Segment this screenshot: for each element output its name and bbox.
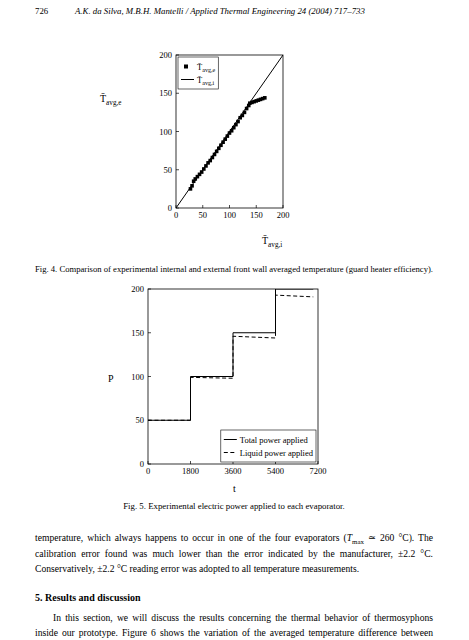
body-line: inside our prototype. Figure 6 shows the… xyxy=(35,627,433,638)
y-tick xyxy=(148,332,151,333)
legend-box xyxy=(178,57,218,89)
y-axis-label: T̄avg,e xyxy=(100,93,121,107)
legend: Total power applied Liquid power applied xyxy=(221,430,316,462)
text-run: inside our prototype. Figure 6 shows the… xyxy=(35,627,433,638)
text-run: temperature, which always happens to occ… xyxy=(35,532,347,544)
legend-swatch xyxy=(224,452,237,453)
page-number: 726 xyxy=(35,6,49,16)
x-tick xyxy=(283,205,284,208)
x-tick-label: 7200 xyxy=(310,466,327,476)
legend-swatch xyxy=(224,439,237,440)
body-line: In this section, we will discuss the res… xyxy=(53,612,433,623)
legend: T̄avg,eT̄avg,i xyxy=(178,57,218,89)
y-tick-label: 0 xyxy=(140,459,144,469)
x-tick-label: 1800 xyxy=(182,466,199,476)
x-axis-label: T̄avg,i xyxy=(262,235,282,249)
x-tick-label: 0 xyxy=(174,210,178,220)
text-run: calibration error found was much lower t… xyxy=(35,548,433,559)
legend-swatch xyxy=(181,79,194,80)
x-tick xyxy=(318,461,319,464)
plot-frame xyxy=(148,289,318,464)
figure-caption: Fig. 5. Experimental electric power appl… xyxy=(123,501,345,511)
y-tick-label: 200 xyxy=(159,50,172,60)
legend-label: Liquid power applied xyxy=(240,448,314,458)
x-tick xyxy=(190,461,191,464)
x-tick-label: 3600 xyxy=(225,466,242,476)
y-tick xyxy=(176,93,179,94)
legend-swatch xyxy=(184,65,188,69)
x-axis-label: t xyxy=(233,483,236,494)
plot-frame xyxy=(176,55,283,208)
body-line: temperature, which always happens to occ… xyxy=(35,532,433,545)
x-tick-label: 200 xyxy=(277,210,290,220)
y-tick-label: 150 xyxy=(159,88,172,98)
y-tick-label: 0 xyxy=(168,203,172,213)
series-line xyxy=(148,295,313,420)
chart: 050100150200050100150200T̄avg,iT̄avg,eT̄… xyxy=(100,50,289,249)
x-tick xyxy=(202,205,203,208)
x-tick xyxy=(148,461,149,464)
x-tick xyxy=(256,205,257,208)
y-tick-label: 50 xyxy=(136,415,145,425)
y-tick xyxy=(148,464,151,465)
x-tick-label: 0 xyxy=(146,466,150,476)
y-tick xyxy=(176,131,179,132)
legend-label: T̄avg,i xyxy=(197,75,215,87)
x-tick-label: 50 xyxy=(199,210,208,220)
series-line xyxy=(148,289,313,420)
marks xyxy=(148,289,313,420)
x-tick-label: 5400 xyxy=(267,466,284,476)
figure-caption: Fig. 4. Comparison of experimental inter… xyxy=(35,264,433,274)
section-heading: 5. Results and discussion xyxy=(35,592,141,603)
text-run: Conservatively, ±2.2 °C reading error wa… xyxy=(35,563,359,574)
y-tick-label: 200 xyxy=(131,284,144,294)
x-tick-label: 100 xyxy=(223,210,236,220)
chart: 0 1800 3600 5400 7200 0 50 100 150 200 t P Total pow… xyxy=(108,284,327,494)
y-tick xyxy=(148,376,151,377)
text-run: In this section, we will discuss the res… xyxy=(53,612,433,623)
running-head: A.K. da Silva, M.B.H. Mantelli / Applied… xyxy=(74,6,365,16)
y-axis-label: P xyxy=(108,373,114,384)
x-tick xyxy=(229,205,230,208)
y-tick-label: 150 xyxy=(131,328,144,338)
scatter-point xyxy=(263,96,267,100)
y-tick xyxy=(148,289,151,290)
y-tick-label: 100 xyxy=(131,372,144,382)
y-tick xyxy=(176,55,179,56)
text-run: ≃ 260 °C). The xyxy=(364,532,433,544)
legend-label: T̄avg,e xyxy=(197,62,216,74)
y-tick-label: 100 xyxy=(159,127,172,137)
legend-label: Total power applied xyxy=(240,435,309,445)
text-run: max xyxy=(352,538,364,545)
y-tick xyxy=(176,169,179,170)
marks xyxy=(176,55,283,208)
x-tick-label: 150 xyxy=(250,210,263,220)
series-line xyxy=(176,55,283,208)
y-tick-label: 50 xyxy=(164,165,173,175)
page: 726 A.K. da Silva, M.B.H. Mantelli / Appl… xyxy=(0,0,469,640)
body-line: calibration error found was much lower t… xyxy=(35,548,433,559)
legend-box xyxy=(221,430,316,462)
body-line: Conservatively, ±2.2 °C reading error wa… xyxy=(35,563,359,574)
